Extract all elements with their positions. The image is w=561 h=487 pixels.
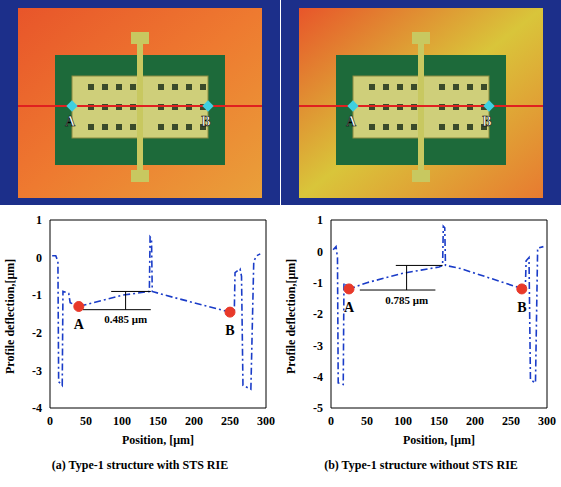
svg-text:-5: -5 (313, 401, 323, 415)
svg-text:B: B (201, 114, 210, 129)
svg-text:-3: -3 (313, 339, 323, 353)
svg-text:0: 0 (36, 251, 42, 265)
svg-text:B: B (482, 114, 491, 129)
svg-text:A: A (65, 114, 76, 129)
svg-text:-1: -1 (313, 276, 323, 290)
svg-text:B: B (225, 323, 234, 338)
svg-text:0: 0 (47, 414, 53, 428)
svg-text:150: 150 (149, 414, 167, 428)
svg-text:-4: -4 (313, 370, 323, 384)
svg-text:Profile deflection,[μm]: Profile deflection,[μm] (284, 259, 298, 374)
svg-text:0: 0 (328, 414, 334, 428)
svg-text:-4: -4 (32, 401, 42, 415)
svg-text:1: 1 (317, 213, 323, 227)
svg-text:A: A (344, 300, 355, 315)
svg-text:A: A (74, 317, 85, 332)
svg-text:50: 50 (361, 414, 373, 428)
svg-text:0.785 μm: 0.785 μm (385, 294, 428, 306)
svg-text:200: 200 (185, 414, 203, 428)
svg-text:Position, [μm]: Position, [μm] (122, 433, 194, 447)
html-text:(a) Type-1 structure with STS: (a) Type-1 structure with STS RIE (51, 458, 229, 472)
svg-text:-1: -1 (32, 288, 42, 302)
svg-text:-2: -2 (32, 326, 42, 340)
svg-text:A: A (346, 114, 357, 129)
svg-text:Profile deflection,[μm]: Profile deflection,[μm] (3, 259, 17, 374)
svg-text:Position, [μm]: Position, [μm] (403, 433, 475, 447)
svg-text:300: 300 (257, 414, 275, 428)
svg-text:250: 250 (221, 414, 239, 428)
svg-text:0.485 μm: 0.485 μm (104, 313, 147, 325)
svg-text:250: 250 (502, 414, 520, 428)
svg-text:150: 150 (430, 414, 448, 428)
svg-text:100: 100 (394, 414, 412, 428)
svg-text:1: 1 (36, 213, 42, 227)
svg-text:-3: -3 (32, 364, 42, 378)
svg-text:B: B (517, 300, 526, 315)
svg-text:100: 100 (113, 414, 131, 428)
svg-text:-2: -2 (313, 307, 323, 321)
svg-text:300: 300 (538, 414, 556, 428)
svg-text:200: 200 (466, 414, 484, 428)
html-text:(b) Type-1 structure without S: (b) Type-1 structure without STS RIE (324, 458, 518, 472)
svg-text:50: 50 (80, 414, 92, 428)
svg-text:0: 0 (317, 245, 323, 259)
